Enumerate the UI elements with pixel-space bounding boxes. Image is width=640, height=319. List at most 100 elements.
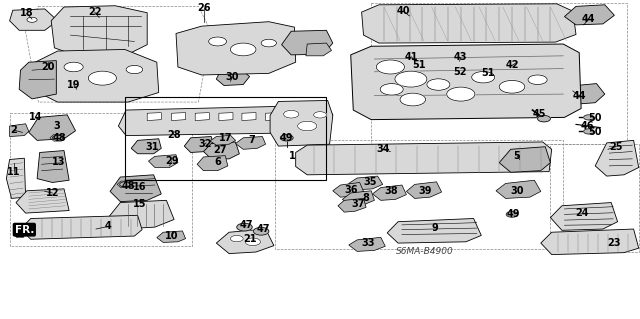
Text: S6MA-B4900: S6MA-B4900	[396, 247, 453, 256]
Polygon shape	[37, 151, 69, 182]
Text: 13: 13	[52, 157, 66, 167]
Text: 47: 47	[239, 220, 253, 230]
Text: 6: 6	[214, 157, 221, 167]
Text: 21: 21	[243, 234, 257, 244]
Circle shape	[314, 112, 326, 118]
Text: 12: 12	[45, 188, 60, 198]
Text: 41: 41	[404, 52, 419, 62]
Polygon shape	[541, 229, 639, 255]
Text: 49: 49	[506, 209, 520, 219]
Text: 44: 44	[572, 91, 586, 101]
Circle shape	[584, 115, 594, 120]
Bar	[550, 144, 639, 252]
Polygon shape	[296, 142, 552, 175]
Polygon shape	[118, 105, 333, 136]
Bar	[275, 140, 563, 249]
Text: 3: 3	[53, 121, 60, 131]
Polygon shape	[20, 215, 142, 239]
Circle shape	[237, 223, 252, 231]
Polygon shape	[477, 70, 496, 77]
Polygon shape	[387, 219, 481, 243]
Text: 2: 2	[11, 125, 17, 135]
Polygon shape	[403, 62, 422, 69]
Circle shape	[395, 71, 427, 87]
Text: 30: 30	[225, 72, 239, 82]
Bar	[371, 3, 627, 144]
Text: 1: 1	[289, 151, 295, 161]
Polygon shape	[172, 113, 186, 121]
Text: 46: 46	[580, 121, 595, 131]
Circle shape	[245, 238, 260, 246]
Circle shape	[427, 79, 450, 90]
Polygon shape	[216, 229, 274, 254]
Text: 51: 51	[412, 60, 426, 70]
Text: 18: 18	[20, 8, 34, 19]
Circle shape	[230, 43, 256, 56]
Text: 8: 8	[363, 193, 369, 203]
Circle shape	[298, 121, 317, 131]
Polygon shape	[266, 113, 280, 121]
Polygon shape	[10, 124, 29, 137]
Polygon shape	[564, 5, 614, 25]
Circle shape	[64, 62, 83, 72]
Polygon shape	[29, 115, 76, 140]
Text: FR.: FR.	[15, 225, 34, 235]
Text: 22: 22	[88, 7, 102, 17]
Polygon shape	[148, 155, 178, 167]
Bar	[125, 97, 326, 180]
Polygon shape	[349, 176, 383, 190]
Circle shape	[230, 235, 243, 242]
Polygon shape	[157, 231, 186, 242]
Text: 35: 35	[363, 177, 377, 187]
Polygon shape	[10, 9, 58, 30]
Polygon shape	[242, 113, 256, 121]
Polygon shape	[492, 57, 532, 74]
Text: 20: 20	[41, 62, 55, 72]
Text: 47: 47	[257, 224, 271, 234]
Polygon shape	[270, 100, 333, 146]
Polygon shape	[184, 137, 214, 152]
Polygon shape	[496, 180, 541, 198]
Circle shape	[120, 182, 130, 187]
Text: 4: 4	[104, 221, 111, 232]
Text: 34: 34	[376, 144, 390, 154]
Text: 50: 50	[588, 127, 602, 137]
Circle shape	[253, 227, 269, 235]
Polygon shape	[216, 69, 250, 85]
Text: 24: 24	[575, 208, 589, 218]
Polygon shape	[306, 43, 332, 56]
Text: 25: 25	[609, 142, 623, 152]
Polygon shape	[349, 237, 385, 251]
Polygon shape	[197, 156, 228, 171]
Text: 32: 32	[198, 139, 212, 149]
Text: 42: 42	[505, 60, 519, 70]
Text: 44: 44	[582, 14, 596, 24]
Text: 26: 26	[196, 3, 211, 13]
Polygon shape	[445, 68, 468, 79]
Text: 49: 49	[280, 133, 294, 143]
Circle shape	[209, 37, 227, 46]
Text: 43: 43	[454, 52, 468, 63]
Text: 17: 17	[218, 133, 232, 143]
Polygon shape	[195, 113, 209, 121]
Text: 48: 48	[121, 181, 135, 191]
Text: 36: 36	[344, 185, 358, 195]
Polygon shape	[19, 61, 56, 99]
Text: 50: 50	[588, 113, 602, 123]
Text: 45: 45	[532, 109, 546, 119]
Text: 15: 15	[132, 198, 147, 209]
Text: 37: 37	[351, 198, 365, 209]
Text: 52: 52	[452, 67, 467, 77]
Polygon shape	[109, 200, 174, 229]
Circle shape	[280, 135, 293, 141]
Text: 7: 7	[248, 135, 255, 145]
Polygon shape	[110, 175, 161, 202]
Polygon shape	[176, 22, 296, 75]
Text: 19: 19	[67, 79, 81, 90]
Circle shape	[376, 60, 404, 74]
Text: 16: 16	[132, 182, 147, 192]
Polygon shape	[6, 158, 26, 198]
Circle shape	[528, 75, 547, 85]
Polygon shape	[51, 6, 147, 56]
Text: 29: 29	[164, 156, 179, 166]
